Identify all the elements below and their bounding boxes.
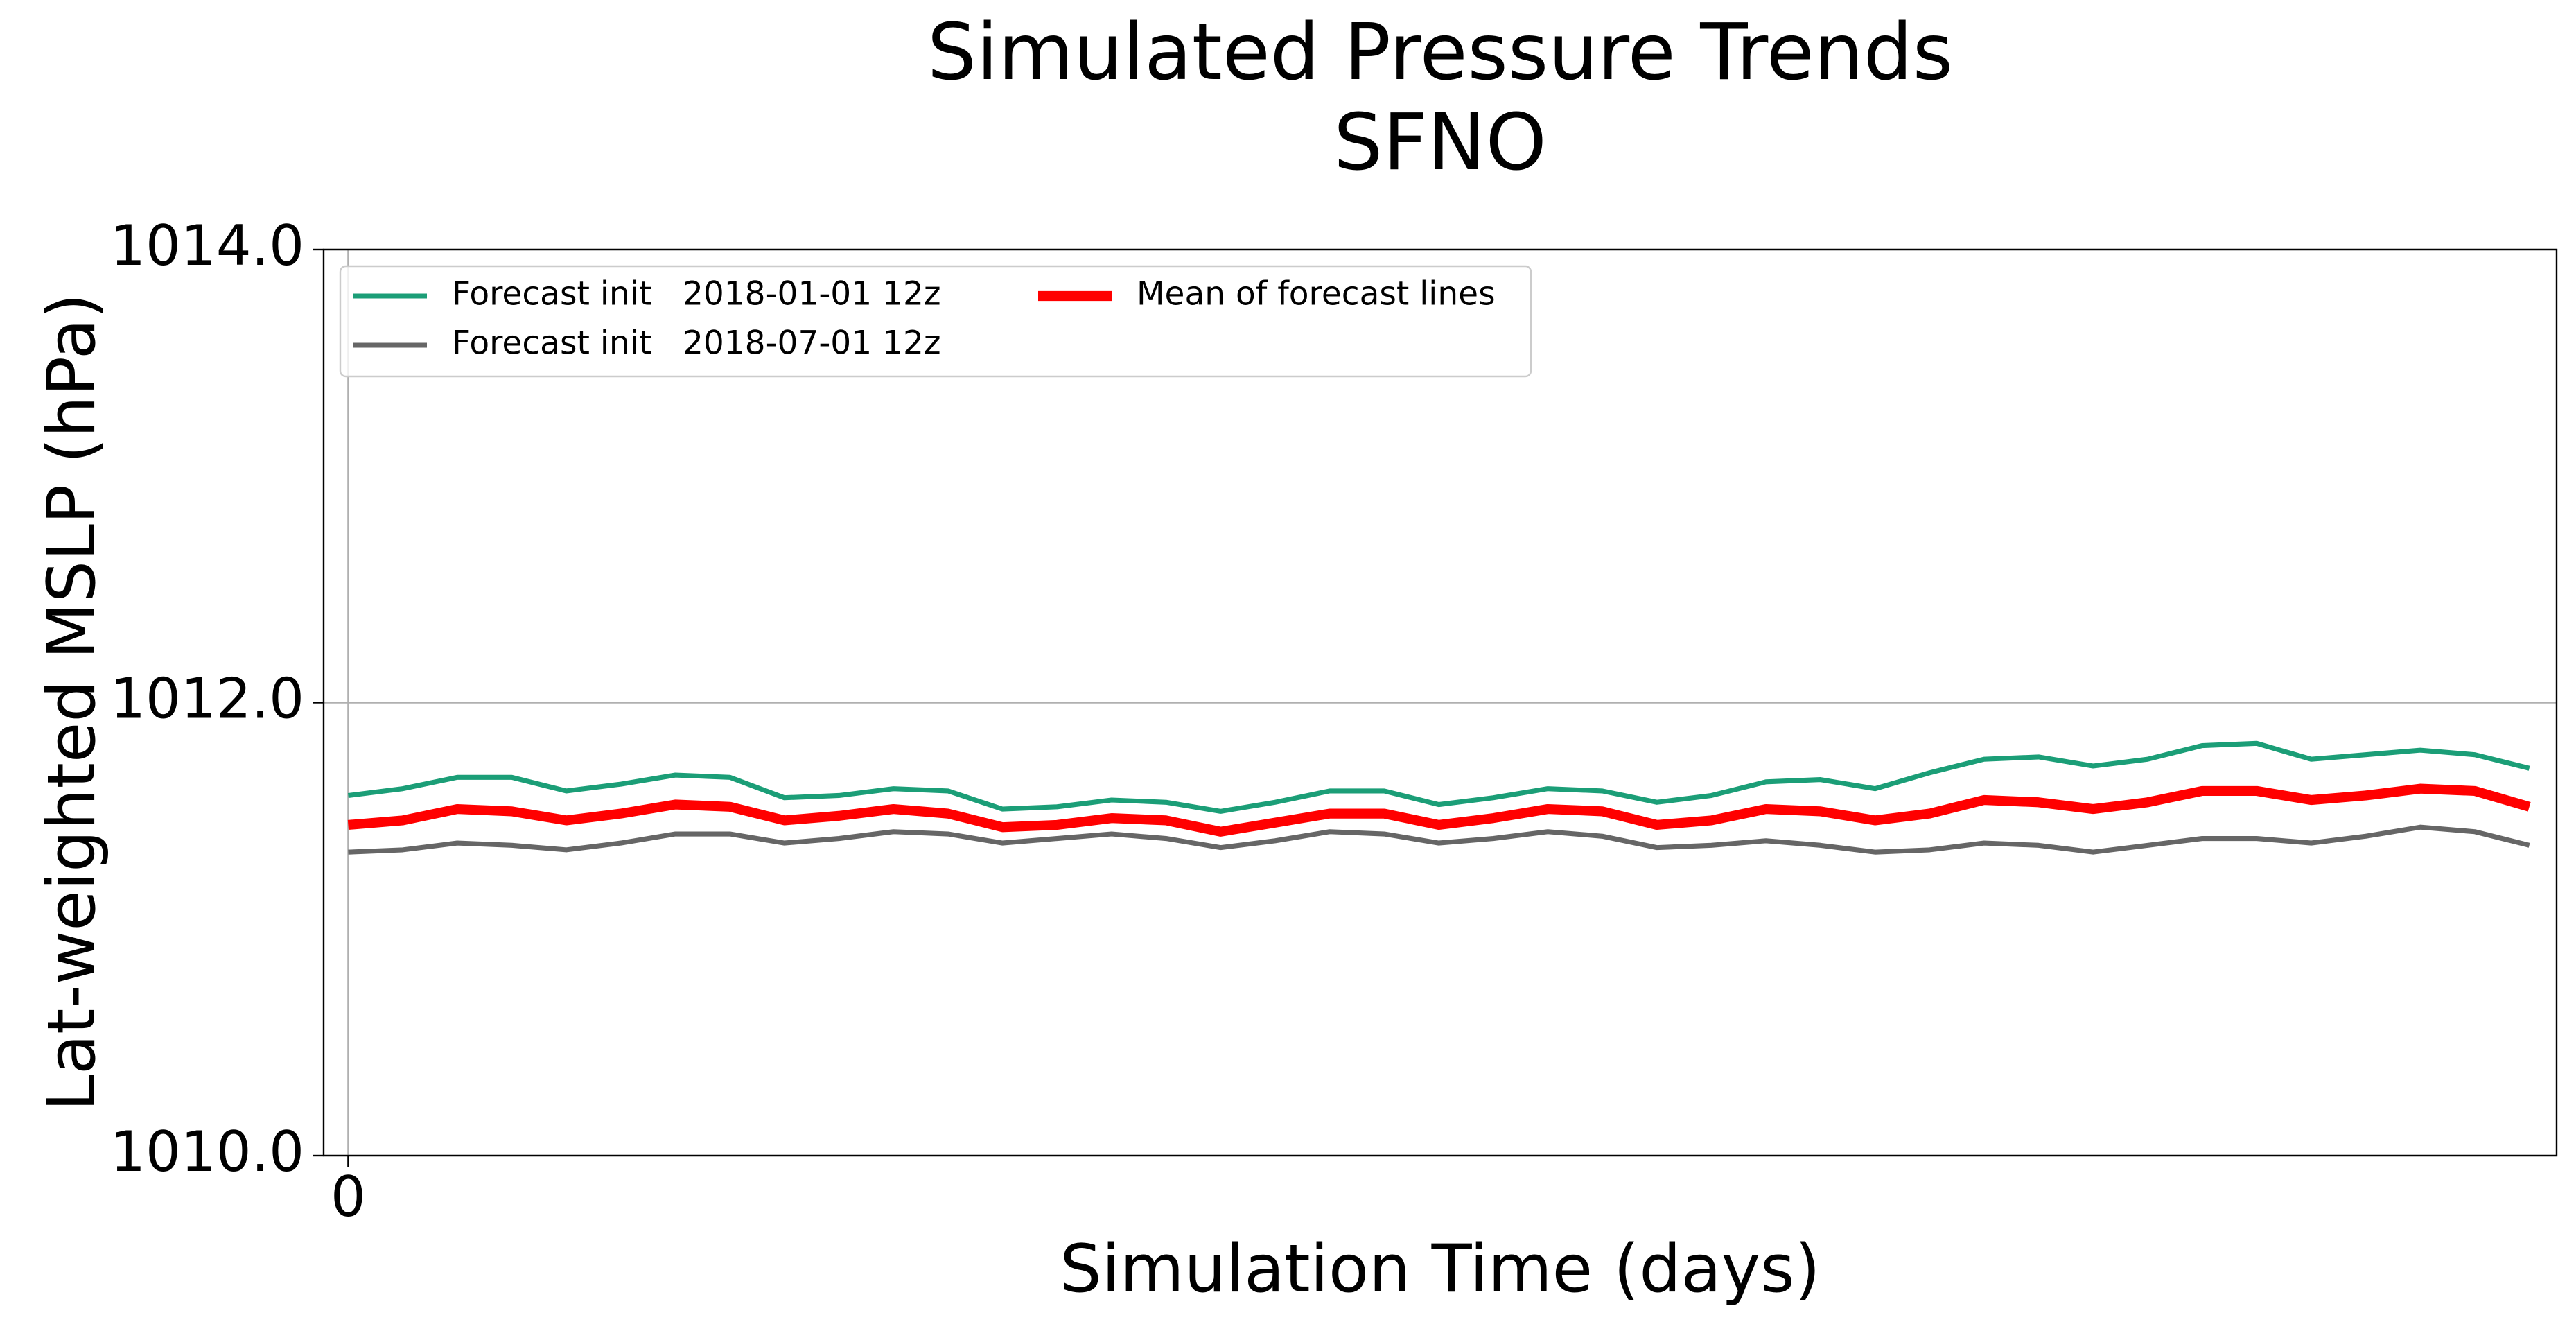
legend-label: Forecast init 2018-01-01 12z	[452, 275, 941, 313]
x-tick-label: 0	[331, 1165, 366, 1229]
legend-label: Forecast init 2018-07-01 12z	[452, 324, 941, 363]
y-tick-label: 1014.0	[110, 214, 304, 278]
legend: Forecast init 2018-01-01 12z Forecast ini…	[339, 265, 1532, 378]
plot-frame	[322, 248, 2558, 1157]
y-tick-label: 1010.0	[110, 1120, 304, 1184]
series-line	[347, 740, 2530, 814]
series-line	[347, 783, 2531, 837]
y-tick-label: 1012.0	[110, 666, 304, 731]
x-axis-label: Simulation Time (days)	[1060, 1231, 1820, 1307]
chart-subtitle: SFNO	[1333, 98, 1546, 188]
chart-title: Simulated Pressure Trends	[927, 8, 1953, 98]
y-axis-label: Lat-weighted MSLP (hPa)	[34, 293, 110, 1111]
series-line	[348, 824, 2530, 855]
legend-label: Mean of forecast lines	[1137, 275, 1496, 313]
legend-box	[339, 265, 1532, 378]
